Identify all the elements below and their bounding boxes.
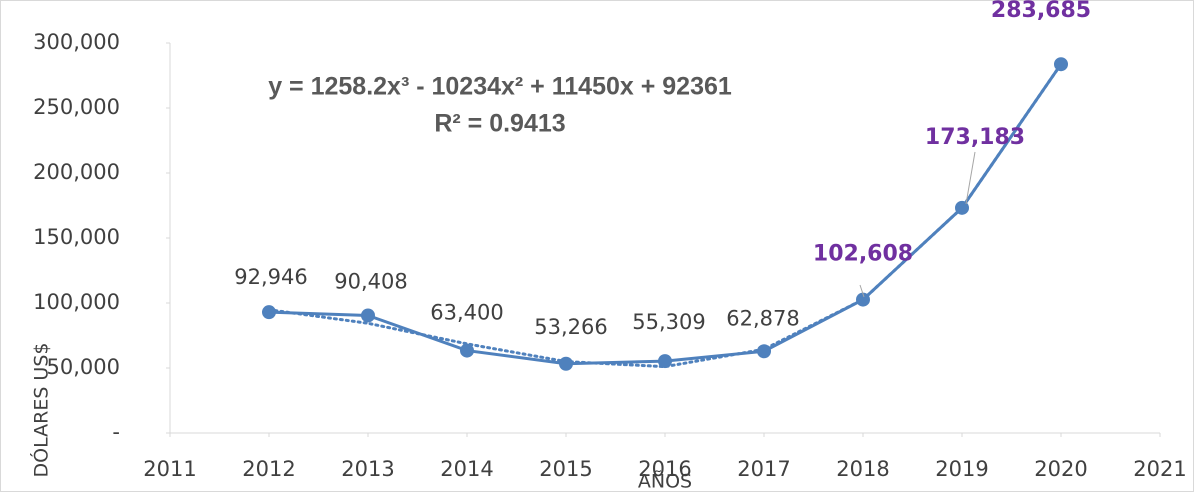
y-tick-label: 50,000 [47, 355, 120, 379]
marker [460, 343, 474, 358]
x-tick-label: 2015 [539, 457, 592, 481]
y-tick-label: - [112, 420, 120, 444]
y-tick-label: 200,000 [33, 160, 120, 184]
marker [856, 292, 870, 307]
y-axis-title: DÓLARES US$ [29, 343, 53, 478]
data-label: 53,266 [534, 315, 607, 339]
marker [262, 305, 276, 320]
y-tick-label: 300,000 [33, 30, 120, 54]
y-tick-label: 100,000 [33, 290, 120, 314]
marker [559, 356, 573, 371]
x-tick-label: 2013 [341, 457, 394, 481]
marker [757, 344, 771, 359]
marker [658, 354, 672, 369]
x-tick-label: 2011 [143, 457, 196, 481]
r-squared: R² = 0.9413 [434, 110, 565, 138]
x-tick-label: 2014 [440, 457, 493, 481]
y-tick-label: 150,000 [33, 225, 120, 249]
marker [361, 308, 375, 323]
x-tick-label: 2018 [836, 457, 889, 481]
marker [955, 200, 969, 215]
data-label: 62,878 [726, 306, 799, 330]
x-tick-label: 2021 [1133, 457, 1186, 481]
marker [1054, 57, 1068, 72]
data-label: 102,608 [813, 242, 913, 267]
data-label: 92,946 [234, 265, 307, 289]
leader-line [859, 284, 865, 298]
data-label: 55,309 [632, 310, 705, 334]
x-tick-label: 2019 [935, 457, 988, 481]
x-tick-label: 2016 [638, 457, 691, 481]
trend-equation: y = 1258.2x³ - 10234x² + 11450x + 92361 [268, 73, 732, 101]
data-label: 90,408 [334, 269, 407, 293]
x-tick-label: 2020 [1034, 457, 1087, 481]
x-tick-label: 2012 [242, 457, 295, 481]
data-label: 63,400 [430, 301, 503, 325]
x-tick-label: 2017 [737, 457, 790, 481]
data-label: 173,183 [925, 125, 1025, 150]
leader-line [965, 151, 976, 205]
y-tick-label: 250,000 [33, 95, 120, 119]
x-axis-title: AÑOS [638, 470, 692, 493]
data-label: 283,685 [991, 0, 1091, 23]
